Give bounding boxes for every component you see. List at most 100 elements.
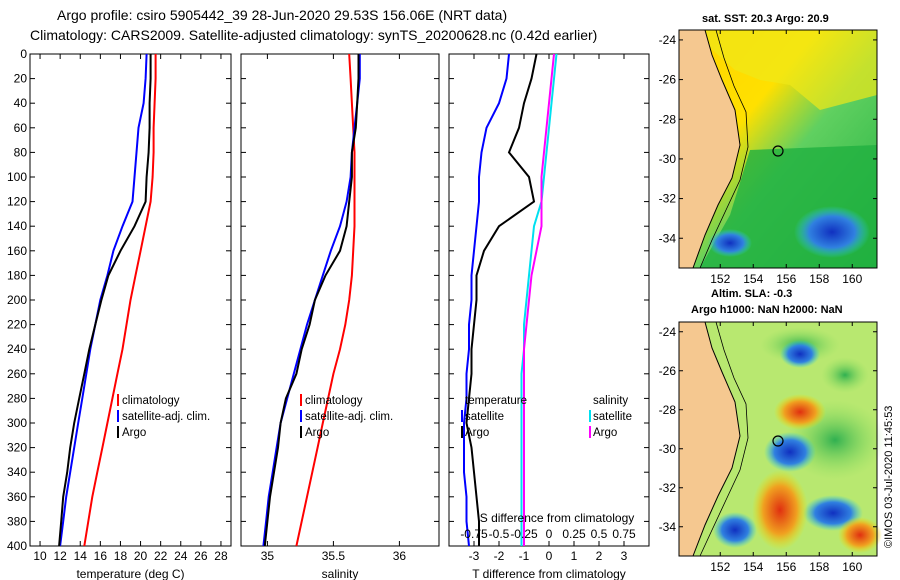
depth-tick-label: 340: [7, 465, 27, 479]
x-tick-label: 14: [74, 549, 88, 563]
x-tick-label: 35.5: [322, 549, 346, 563]
series-line-temperature-satellite: [463, 53, 510, 547]
imos-credit: ©IMOS 03-Jul-2020 11:45:53: [883, 406, 895, 548]
x-axis-label: T difference from climatology: [472, 567, 626, 580]
sst-blue-eddy-east: [794, 206, 870, 258]
lat-tick-label: -34: [659, 231, 677, 245]
depth-tick-label: 220: [7, 318, 27, 332]
sla-title-line-1: Altim. SLA: -0.3: [711, 288, 792, 300]
depth-tick-label: 140: [7, 219, 27, 233]
lat-tick-label: -26: [659, 73, 677, 87]
x-tick-label-secondary: -0.5: [489, 527, 510, 541]
legend-label: Argo: [122, 427, 146, 439]
x-tick-label: 1: [571, 549, 578, 563]
depth-tick-label: 380: [7, 514, 27, 528]
sla-land: [679, 322, 740, 556]
lat-tick-label: -32: [659, 481, 677, 495]
lon-tick-label: 154: [743, 272, 763, 286]
depth-tick-label: 100: [7, 170, 27, 184]
lat-tick-label: -30: [659, 442, 677, 456]
legend-label-salinity: satellite: [593, 411, 632, 423]
sla-title-line-2: Argo h1000: NaN h2000: NaN: [691, 304, 843, 316]
sst-map: sat. SST: 20.3 Argo: 20.9 -24 -26 -28 -30 -3…: [659, 13, 878, 286]
depth-tick-label: 360: [7, 490, 27, 504]
sst-warm-region: [690, 30, 877, 110]
title-line-2: Climatology: CARS2009. Satellite-adjuste…: [30, 27, 597, 43]
lon-tick-label: 160: [842, 272, 862, 286]
series-line-argo: [58, 54, 152, 547]
depth-tick-label: 300: [7, 416, 27, 430]
lat-tick-label: -26: [659, 364, 677, 378]
lon-tick-label: 152: [710, 272, 730, 286]
series-line-argo: [263, 54, 360, 547]
x-tick-label-secondary: 0.5: [591, 527, 608, 541]
sst-land: [679, 30, 740, 268]
depth-tick-label: 400: [7, 539, 27, 553]
lon-tick-label: 158: [809, 272, 829, 286]
lon-tick-label: 152: [710, 560, 730, 574]
sst-map-frame: [678, 29, 878, 269]
sla-lon-ticks: 152 154 156 158 160: [710, 322, 863, 574]
legend-label: Argo: [305, 427, 329, 439]
legend-label: climatology: [305, 395, 363, 407]
series-line-salinity-satellite: [520, 53, 558, 546]
sla-argo-location: [772, 435, 784, 447]
panel-frame: [240, 53, 440, 547]
lat-tick-label: -34: [659, 520, 677, 534]
lat-tick-label: -24: [659, 33, 677, 47]
series-line-salinity-argo: [523, 53, 555, 546]
depth-tick-label: 240: [7, 342, 27, 356]
sla-blue-eddy-north: [780, 340, 820, 368]
x-tick-label: 10: [33, 549, 47, 563]
sst-map-title: sat. SST: 20.3 Argo: 20.9: [702, 13, 829, 25]
lon-tick-label: 156: [776, 560, 796, 574]
legend-label-temperature: temperature: [465, 395, 527, 407]
series-line-temperature-argo: [465, 53, 538, 546]
depth-tick-label: 200: [7, 293, 27, 307]
sla-coastline: [692, 321, 741, 557]
x-tick-label-secondary: 0.75: [612, 527, 636, 541]
x-tick-label: -1: [519, 549, 530, 563]
x-tick-label: 18: [114, 549, 128, 563]
lat-tick-label: -28: [659, 403, 677, 417]
profile-panel-1: 0 20 40 60 80 100 120 140 160 180 200 220 240 260 280 3…: [7, 47, 232, 580]
lon-tick-label: 158: [809, 560, 829, 574]
x-tick-label: 3: [621, 549, 628, 563]
series-line-satellite-adj-clim-: [59, 53, 148, 547]
sst-blue-eddy-west: [708, 229, 752, 257]
sla-red-eddy-north: [774, 394, 826, 430]
x-tick-label-secondary: -0.25: [510, 527, 538, 541]
depth-tick-label: 260: [7, 367, 27, 381]
title-line-1: Argo profile: csiro 5905442_39 28-Jun-20…: [57, 7, 507, 23]
depth-tick-label: 320: [7, 441, 27, 455]
lat-tick-label: -28: [659, 112, 677, 126]
profile-panel-3: -3 -2 -1 0 1 2 3 T difference from climatology t…: [448, 53, 650, 580]
x-tick-label-secondary: 0.25: [562, 527, 586, 541]
lat-tick-label: -24: [659, 325, 677, 339]
x-tick-label-secondary: -0.75: [460, 527, 488, 541]
legend-label: satellite-adj. clim.: [122, 411, 210, 423]
x-axis-label-secondary: S difference from climatology: [480, 511, 635, 525]
x-tick-label: 35: [261, 549, 275, 563]
depth-tick-label: 20: [14, 72, 28, 86]
sla-1000m-contour: [699, 321, 749, 557]
x-tick-label-secondary: 0: [546, 527, 553, 541]
sla-map-frame: [678, 321, 878, 557]
legend-label-salinity: Argo: [593, 427, 617, 439]
depth-tick-label: 160: [7, 244, 27, 258]
profile-panel-2: 35 35.5 36 salinity climatology satellite-adj…: [240, 53, 440, 580]
series-line-climatology: [83, 54, 157, 547]
x-tick-label: 20: [134, 549, 148, 563]
x-tick-label: 24: [174, 549, 188, 563]
lon-tick-label: 160: [842, 560, 862, 574]
depth-tick-label: 60: [14, 121, 28, 135]
sst-argo-location: [772, 145, 784, 157]
lon-tick-label: 154: [743, 560, 763, 574]
depth-tick-label: 180: [7, 268, 27, 282]
x-axis-label: salinity: [322, 567, 359, 580]
depth-tick-label: 40: [14, 96, 28, 110]
sst-lon-ticks: 152 154 156 158 160: [710, 30, 863, 286]
legend-label: satellite-adj. clim.: [305, 411, 393, 423]
sla-map: Altim. SLA: -0.3 Argo h1000: NaN h2000: …: [659, 288, 885, 574]
